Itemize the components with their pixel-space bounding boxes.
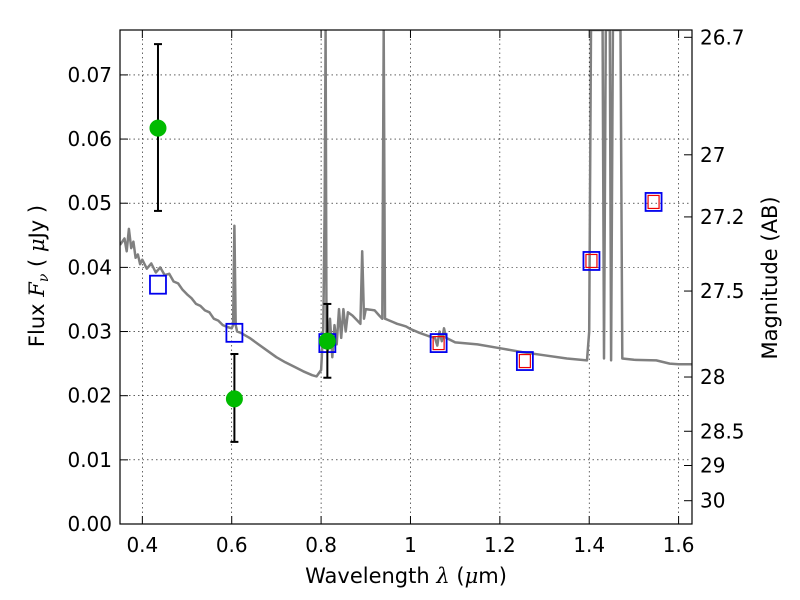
model-band-marker (225, 322, 244, 343)
x-tick-label: 0.8 (305, 533, 337, 557)
mag-tick-label: 26.7 (700, 25, 745, 49)
model-band-marker (429, 333, 448, 353)
mag-tick-label: 27.2 (700, 205, 745, 229)
y-tick-label: 0.06 (67, 127, 112, 151)
model-band-marker (582, 251, 601, 271)
observed-point (225, 390, 243, 408)
mag-tick-label: 29 (700, 453, 725, 477)
y-axis-label: Flux Fν ( μJy ) (25, 205, 52, 347)
mag-tick-label: 28.5 (700, 419, 745, 443)
model-band-marker (149, 274, 167, 295)
plot-frame (119, 29, 693, 525)
y-tick-label: 0.07 (67, 63, 112, 87)
ticks: 0.4 0.6 0.8 1 1.2 1.4 1.6 0.00 0.01 0.02 0.03 0.04 0… (67, 25, 744, 557)
y-tick-label: 0.03 (67, 320, 112, 344)
x-tick-label: 0.4 (126, 533, 158, 557)
observed-point (318, 332, 336, 350)
sed-template-line (120, 30, 692, 378)
mag-tick-label: 30 (700, 489, 725, 513)
x-tick-label: 1.6 (663, 533, 695, 557)
sed-template-layer (120, 30, 692, 378)
model-band-inner-marker (585, 253, 598, 269)
y-tick-label: 0.04 (67, 255, 112, 279)
x-tick-label: 0.6 (216, 533, 248, 557)
model-band-inner-marker (432, 335, 445, 351)
x-tick-label: 1.2 (484, 533, 516, 557)
model-band-inner-marker (518, 353, 531, 369)
mag-tick-label: 28 (700, 365, 725, 389)
x-axis-label: Wavelength λ (μm) (305, 564, 507, 588)
model-band-inner-marker (647, 194, 660, 210)
y2-axis-label: Magnitude (AB) (758, 196, 782, 359)
model-band-marker (515, 351, 534, 371)
observed-point (149, 119, 167, 137)
mag-tick-label: 27 (700, 143, 725, 167)
x-tick-label: 1 (404, 533, 417, 557)
y-tick-label: 0.05 (67, 191, 112, 215)
y-tick-label: 0.00 (67, 512, 112, 536)
x-tick-label: 1.4 (573, 533, 605, 557)
mag-tick-label: 27.5 (700, 279, 745, 303)
model-band-marker (644, 192, 663, 212)
markers-layer (149, 43, 663, 443)
y-tick-label: 0.02 (67, 384, 112, 408)
y-tick-label: 0.01 (67, 448, 112, 472)
